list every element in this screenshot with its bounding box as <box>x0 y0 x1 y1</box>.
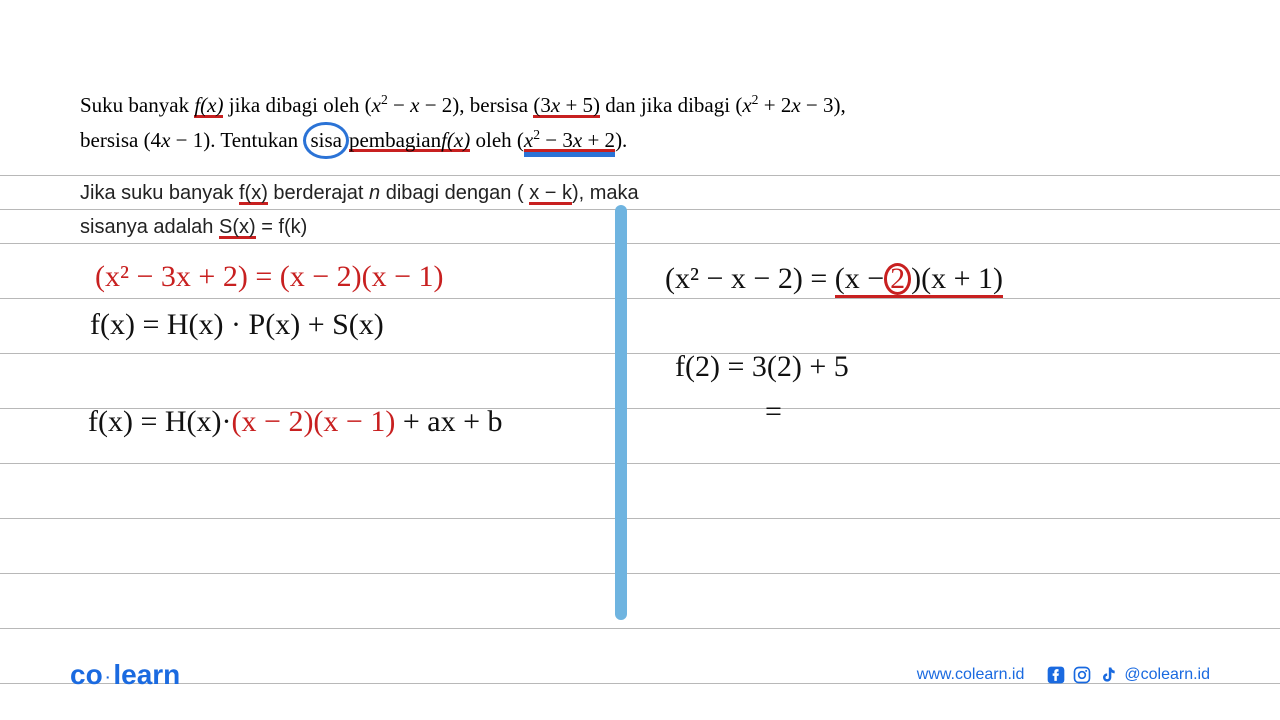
problem-line-2: bersisa (4x − 1). Tentukan sisa pembagia… <box>80 122 1180 160</box>
poly1: x <box>372 93 381 117</box>
t: Jika suku banyak <box>80 182 239 204</box>
text: dan jika dibagi ( <box>600 93 742 117</box>
footer-right: www.colearn.id @colearn.id <box>917 665 1210 685</box>
problem-line-1: Suku banyak f(x) jika dibagi oleh (x2 − … <box>80 90 1180 122</box>
rule-line <box>0 574 1280 629</box>
text: Suku banyak <box>80 93 194 117</box>
divisor-target: x2 − 3x + 2 <box>524 129 615 158</box>
t: = f(k) <box>256 216 308 238</box>
hw-left-1: (x² − 3x + 2) = (x − 2)(x − 1) <box>95 260 444 294</box>
t: (x − 2)(x − 1) <box>232 405 396 438</box>
t: S(x) <box>219 219 256 239</box>
rule-line: sisanya adalah S(x) = f(k) <box>0 210 1280 244</box>
circled-sisa: sisa <box>303 122 349 160</box>
fx-italic: f(x) <box>441 132 470 153</box>
t: (x² − x − 2) = <box>665 262 835 295</box>
rule-line: Jika suku banyak f(x) berderajat n dibag… <box>0 175 1280 210</box>
t: dibagi dengan ( <box>380 182 529 204</box>
brand-logo: co·learn <box>70 659 180 691</box>
logo-text: learn <box>113 659 180 690</box>
rule-line <box>0 354 1280 409</box>
t: berderajat <box>268 182 369 204</box>
logo-dot: · <box>106 669 111 685</box>
text: ), <box>834 93 846 117</box>
theorem-line-2: sisanya adalah S(x) = f(k) <box>80 216 307 239</box>
hw-right-2: f(2) = 3(2) + 5 <box>675 350 849 384</box>
logo-text: co <box>70 659 103 690</box>
text: − 1). Tentukan <box>170 128 303 152</box>
theorem-line-1: Jika suku banyak f(x) berderajat n dibag… <box>80 182 639 205</box>
t: ), maka <box>572 182 639 204</box>
t: (x −2)(x + 1) <box>835 263 1003 298</box>
text: jika dibagi oleh ( <box>223 93 371 117</box>
rule-line <box>0 519 1280 574</box>
circled-2: 2 <box>884 263 911 295</box>
text: ), bersisa <box>452 93 533 117</box>
problem-statement: Suku banyak f(x) jika dibagi oleh ( x2 − … <box>80 90 1180 159</box>
text: ). <box>615 128 627 152</box>
t: (x − <box>835 262 884 295</box>
hw-right-1: (x² − x − 2) = (x −2)(x + 1) <box>665 262 1003 298</box>
tiktok-icon[interactable] <box>1098 665 1118 685</box>
footer: co·learn www.colearn.id @colearn.id <box>0 655 1280 695</box>
facebook-icon[interactable] <box>1046 665 1066 685</box>
t: n <box>369 182 380 204</box>
t: f(x) <box>239 185 268 205</box>
t: x − k <box>529 185 572 205</box>
hw-left-3: f(x) = H(x)·(x − 2)(x − 1) + ax + b <box>88 405 503 439</box>
text: pembagian <box>349 132 441 153</box>
text: oleh ( <box>470 128 524 152</box>
social-links: @colearn.id <box>1046 665 1210 685</box>
hw-left-2: f(x) = H(x) · P(x) + S(x) <box>90 308 384 342</box>
social-handle[interactable]: @colearn.id <box>1124 666 1210 684</box>
rule-line <box>0 464 1280 519</box>
t: + ax + b <box>395 405 502 438</box>
t: )(x + 1) <box>911 262 1003 295</box>
text: bersisa (4 <box>80 128 161 152</box>
instagram-icon[interactable] <box>1072 665 1092 685</box>
footer-url[interactable]: www.colearn.id <box>917 666 1025 684</box>
vertical-divider <box>615 205 627 620</box>
hw-right-3: = <box>765 395 782 429</box>
remainder-1: (3x + 5) <box>533 97 600 118</box>
fx-italic: f(x) <box>194 97 223 118</box>
t: sisanya adalah <box>80 216 219 238</box>
t: f(x) = H(x)· <box>88 405 232 438</box>
